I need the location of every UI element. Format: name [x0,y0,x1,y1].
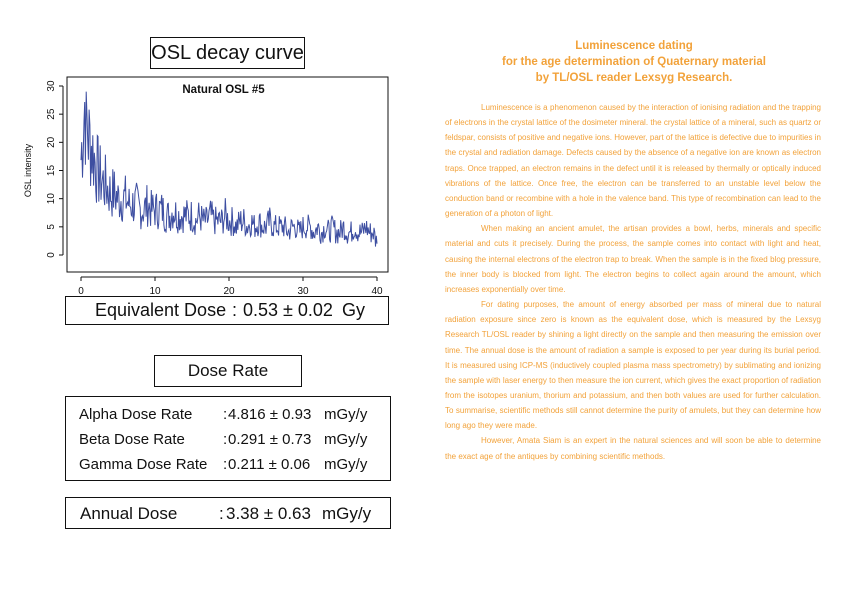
x-tick-label: 30 [297,286,309,295]
equivalent-dose-value: 0.53 ± 0.02 [243,300,333,320]
annual-dose-box: Annual Dose : 3.38 ± 0.63 mGy/y [65,497,391,529]
gamma-rate-value: 0.211 ± 0.06 [228,456,311,473]
x-tick-label: 10 [149,286,161,295]
x-tick-label: 20 [223,286,235,295]
article-paragraph-3: For dating purposes, the amount of energ… [445,300,821,431]
article-heading-line-2: for the age determination of Quaternary … [502,56,766,68]
y-tick-label: 15 [46,165,57,177]
chart-title: Natural OSL #5 [182,84,265,96]
gamma-rate-separator: : [223,456,228,473]
article-paragraph-1: Luminescence is a phenomenon caused by t… [445,103,821,219]
y-axis-label: OSL intensity [23,143,33,197]
annual-dose-unit: mGy/y [322,504,372,523]
article-body: Luminescence is a phenomenon caused by t… [445,100,821,464]
y-tick-label: 30 [46,80,57,92]
y-tick-label: 10 [46,193,57,205]
osl-decay-chart: Natural OSL #5 OSL intensity 0 10 20 30 40 0 5 10… [23,76,389,295]
alpha-rate-label: Alpha Dose Rate [79,406,193,423]
osl-series-line [80,91,378,247]
y-tick-label: 25 [46,108,57,120]
dose-rate-title: Dose Rate [187,361,269,380]
annual-dose-separator: : [219,504,224,523]
equivalent-dose-box: Equivalent Dose : 0.53 ± 0.02 Gy [65,296,389,325]
equivalent-dose-label: Equivalent Dose [95,300,227,320]
article-paragraph-4: However, Amata Siam is an expert in the … [445,436,821,461]
plot-frame [66,76,389,273]
equivalent-dose-unit: Gy [342,300,366,320]
y-tick-label: 5 [46,224,57,230]
gamma-rate-label: Gamma Dose Rate [79,456,208,473]
dose-rates-box: Alpha Dose Rate : 4.816 ± 0.93 mGy/y Bet… [65,396,391,481]
equivalent-dose-separator: : [232,300,238,320]
article-heading: Luminescence dating for the age determin… [445,38,823,86]
y-tick-label: 0 [46,252,57,258]
dose-rate-title-box: Dose Rate [154,355,302,387]
beta-rate-separator: : [223,431,228,448]
osl-title-box: OSL decay curve [150,37,305,69]
alpha-rate-value: 4.816 ± 0.93 [228,406,312,423]
alpha-rate-separator: : [223,406,228,423]
beta-rate-unit: mGy/y [324,431,368,448]
alpha-rate-unit: mGy/y [324,406,368,423]
beta-rate-value: 0.291 ± 0.73 [228,431,312,448]
x-tick-label: 0 [78,286,84,295]
article-heading-line-3: by TL/OSL reader Lexsyg Research. [535,72,733,84]
x-tick-label: 40 [371,286,383,295]
annual-dose-value: 3.38 ± 0.63 [226,504,311,523]
article-paragraph-2: When making an ancient amulet, the artis… [445,224,821,294]
gamma-rate-unit: mGy/y [324,456,368,473]
osl-title: OSL decay curve [151,41,304,64]
annual-dose-label: Annual Dose [80,504,178,523]
beta-rate-label: Beta Dose Rate [79,431,185,448]
y-tick-label: 20 [46,136,57,148]
article-heading-line-1: Luminescence dating [575,40,693,52]
